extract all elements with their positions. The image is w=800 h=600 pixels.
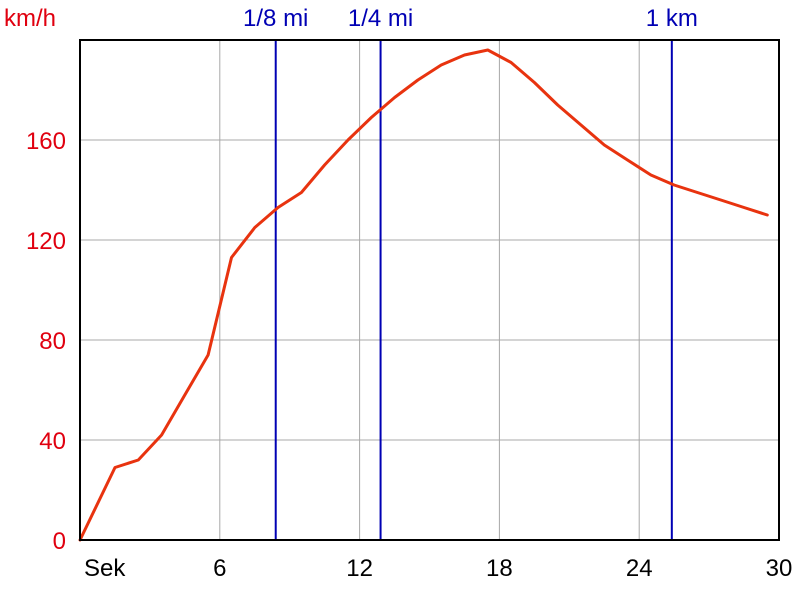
- marker-label-1: 1/4 mi: [348, 5, 413, 32]
- x-tick-label-2: 18: [486, 555, 513, 582]
- plot-frame: [79, 39, 780, 541]
- marker-labels: 1/8 mi 1/4 mi 1 km: [243, 5, 698, 32]
- marker-label-0: 1/8 mi: [243, 5, 308, 32]
- x-tick-label-4: 30: [766, 555, 793, 582]
- x-tick-label-0: 6: [213, 555, 226, 582]
- y-tick-label-0: 0: [53, 528, 66, 555]
- y-axis-label: km/h: [4, 5, 56, 32]
- distance-markers: [274, 40, 673, 540]
- y-tick-label-4: 160: [26, 128, 66, 155]
- x-tick-label-1: 12: [346, 555, 373, 582]
- marker-label-2: 1 km: [646, 5, 698, 32]
- grid: [80, 40, 780, 541]
- x-tick-label-3: 24: [626, 555, 653, 582]
- y-tick-label-2: 80: [39, 328, 66, 355]
- x-tick-labels: 6 12 18 24 30: [213, 555, 792, 582]
- series-line-0: [78, 48, 769, 542]
- y-tick-labels: 0 40 80 120 160: [26, 128, 66, 555]
- y-tick-label-3: 120: [26, 228, 66, 255]
- x-axis-label: Sek: [84, 555, 126, 582]
- y-tick-label-1: 40: [39, 428, 66, 455]
- series: [78, 48, 769, 542]
